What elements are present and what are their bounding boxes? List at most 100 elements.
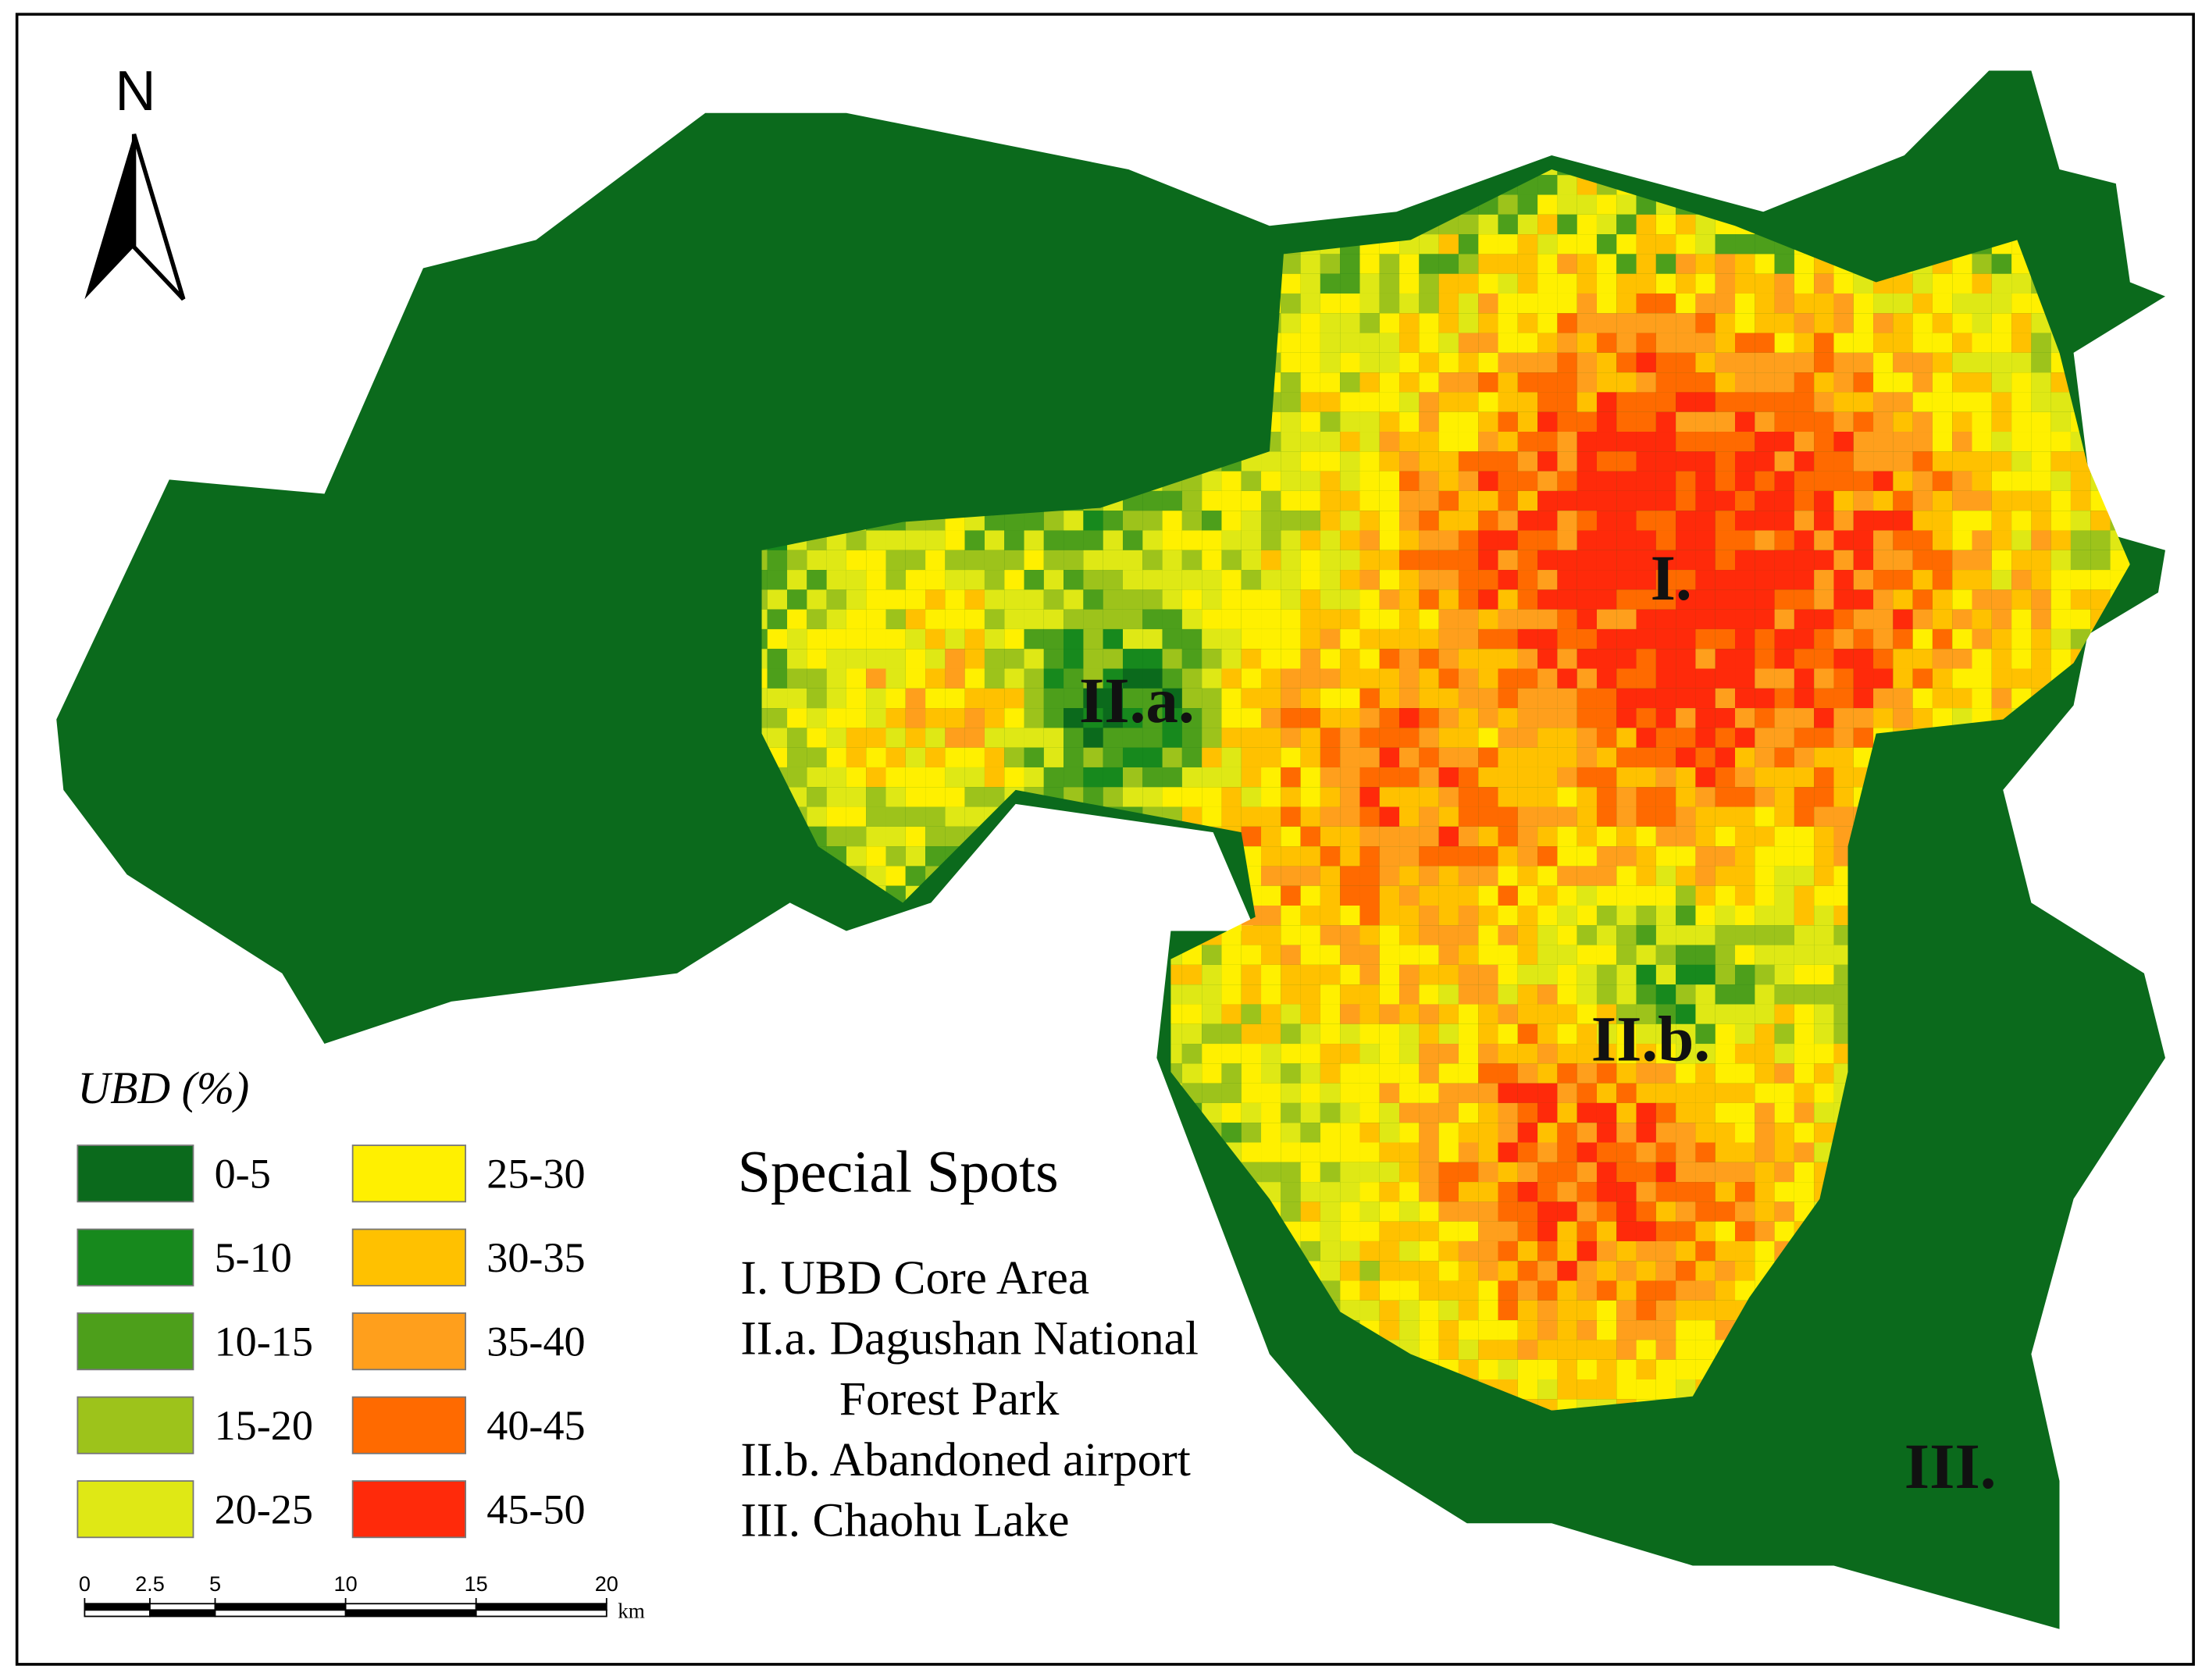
map-cell — [1596, 1162, 1617, 1183]
map-cell — [1478, 1240, 1498, 1262]
map-cell — [2011, 550, 2032, 571]
map-cell — [1537, 169, 1558, 176]
map-cell — [1419, 708, 1439, 728]
map-cell — [1300, 1102, 1320, 1123]
map-cell — [1853, 570, 1874, 590]
map-cell — [1893, 432, 1913, 452]
map-cell — [1379, 1280, 1400, 1301]
map-cell — [1616, 885, 1637, 906]
map-cell — [1636, 984, 1656, 1005]
map-cell — [1202, 708, 1222, 728]
map-cell — [1043, 708, 1064, 728]
map-cell — [1498, 511, 1518, 531]
map-cell — [1972, 511, 1992, 531]
map-cell — [1419, 806, 1439, 827]
map-cell — [1458, 668, 1479, 689]
map-cell — [1735, 511, 1755, 531]
map-cell — [1774, 293, 1794, 314]
map-cell — [1379, 589, 1400, 610]
map-cell — [1300, 1004, 1320, 1024]
map-cell — [1537, 313, 1558, 333]
map-cell — [1577, 1320, 1597, 1340]
map-cell — [1458, 352, 1479, 373]
map-cell — [1735, 254, 1755, 274]
map-cell — [1814, 649, 1834, 669]
map-cell — [1340, 293, 1360, 314]
map-cell — [1379, 1320, 1400, 1340]
map-cell — [1241, 511, 1262, 531]
map-cell — [846, 767, 867, 788]
map-cell — [1399, 728, 1420, 748]
map-cell — [1261, 767, 1281, 788]
map-cell — [1695, 866, 1716, 886]
map-cell — [2031, 490, 2051, 511]
map-cell — [1517, 589, 1538, 610]
map-cell — [1359, 806, 1380, 827]
map-cell — [1596, 511, 1617, 531]
map-cell — [846, 550, 867, 571]
map-cell — [1043, 609, 1064, 629]
map-cell — [1064, 688, 1084, 709]
map-cell — [1261, 668, 1281, 689]
scale-segment — [475, 1603, 607, 1611]
map-cell — [1774, 1083, 1794, 1103]
map-cell — [1616, 570, 1637, 590]
map-cell — [1024, 649, 1044, 669]
map-cell — [1577, 293, 1597, 314]
map-cell — [1517, 194, 1538, 215]
map-cell — [1596, 570, 1617, 590]
map-cell — [1655, 1340, 1676, 1360]
map-cell — [1399, 511, 1420, 531]
map-cell — [1655, 1320, 1676, 1340]
map-cell — [1438, 1004, 1459, 1024]
map-cell — [1517, 490, 1538, 511]
map-cell — [1517, 1280, 1538, 1301]
map-cell — [1912, 333, 1933, 353]
map-cell — [1202, 688, 1222, 709]
map-cell — [1122, 550, 1143, 571]
map-cell — [1735, 906, 1755, 926]
map-cell — [1340, 254, 1360, 274]
map-cell — [1202, 550, 1222, 571]
map-cell — [1695, 787, 1716, 807]
map-cell — [1300, 1142, 1320, 1162]
map-cell — [1438, 273, 1459, 294]
map-cell — [1715, 806, 1736, 827]
map-cell — [1478, 372, 1498, 393]
map-cell — [1419, 530, 1439, 550]
map-cell — [787, 649, 807, 669]
map-cell — [1261, 787, 1281, 807]
map-cell — [1616, 214, 1637, 235]
map-cell — [2011, 411, 2032, 432]
map-cell — [1498, 767, 1518, 788]
map-cell — [1616, 432, 1637, 452]
map-cell — [885, 530, 906, 550]
map-cell — [1695, 609, 1716, 629]
map-cell — [1577, 511, 1597, 531]
map-cell — [1695, 432, 1716, 452]
map-cell — [1932, 273, 1953, 294]
map-cell — [1438, 1221, 1459, 1241]
map-cell — [1952, 570, 1972, 590]
map-cell — [1814, 1044, 1834, 1064]
map-cell — [1300, 787, 1320, 807]
map-cell — [1577, 1162, 1597, 1183]
map-cell — [1281, 984, 1301, 1005]
map-cell — [1715, 649, 1736, 669]
map-cell — [1794, 787, 1815, 807]
map-cell — [2070, 530, 2091, 550]
map-cell — [1952, 352, 1972, 373]
map-cell — [1399, 1162, 1420, 1183]
map-cell — [1359, 747, 1380, 767]
scale-segment — [149, 1603, 216, 1611]
map-cell — [1596, 214, 1617, 235]
map-cell — [1814, 964, 1834, 985]
map-cell — [1241, 490, 1262, 511]
map-cell — [1715, 1221, 1736, 1241]
map-cell — [807, 708, 827, 728]
map-cell — [1932, 352, 1953, 373]
map-cell — [1774, 411, 1794, 432]
map-cell — [2011, 392, 2032, 412]
map-cell — [1814, 906, 1834, 926]
map-cell — [1340, 628, 1360, 650]
